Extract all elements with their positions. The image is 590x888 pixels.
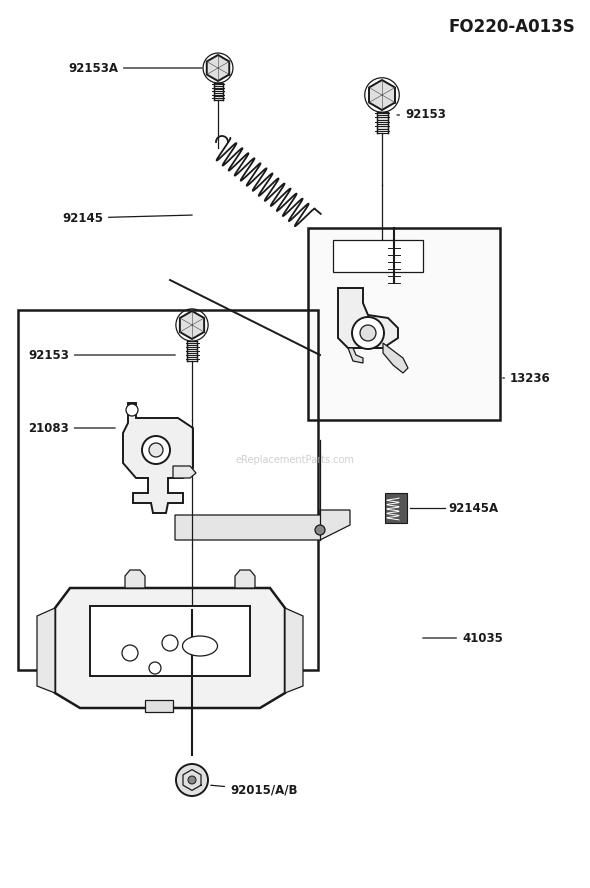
Text: 92015/A/B: 92015/A/B	[211, 783, 297, 797]
Bar	[187, 341, 197, 359]
Bar	[90, 606, 250, 676]
Bar	[214, 83, 222, 99]
Circle shape	[352, 317, 384, 349]
Polygon shape	[180, 311, 204, 339]
Polygon shape	[125, 570, 145, 588]
Polygon shape	[383, 343, 408, 373]
Bar	[145, 700, 173, 712]
Text: 21083: 21083	[28, 422, 115, 434]
Polygon shape	[123, 403, 193, 513]
Circle shape	[126, 404, 138, 416]
Text: 92145A: 92145A	[448, 502, 498, 514]
Polygon shape	[206, 55, 230, 81]
Bar	[376, 112, 388, 131]
Text: FO220-A013S: FO220-A013S	[448, 18, 575, 36]
Bar	[308, 228, 500, 420]
Circle shape	[188, 776, 196, 784]
Polygon shape	[285, 608, 303, 693]
Text: 92153: 92153	[28, 348, 175, 361]
Circle shape	[149, 662, 161, 674]
Bar	[385, 493, 407, 523]
Circle shape	[149, 443, 163, 457]
Text: 13236: 13236	[503, 371, 550, 385]
Polygon shape	[338, 288, 398, 348]
Ellipse shape	[182, 636, 218, 656]
Circle shape	[315, 525, 325, 535]
Text: 92145: 92145	[62, 211, 192, 225]
Circle shape	[122, 645, 138, 661]
Polygon shape	[235, 570, 255, 588]
Text: eReplacementParts.com: eReplacementParts.com	[235, 455, 355, 465]
Circle shape	[176, 764, 208, 796]
Text: 92153: 92153	[397, 108, 446, 122]
Circle shape	[142, 436, 170, 464]
Circle shape	[162, 635, 178, 651]
Polygon shape	[173, 466, 196, 478]
Polygon shape	[348, 348, 363, 363]
Polygon shape	[55, 588, 285, 708]
Text: 41035: 41035	[423, 631, 503, 645]
Polygon shape	[175, 510, 350, 540]
Polygon shape	[37, 608, 55, 693]
Bar	[333, 240, 423, 272]
Bar	[18, 310, 318, 670]
Text: 92153A: 92153A	[68, 61, 202, 75]
Polygon shape	[369, 80, 395, 110]
Circle shape	[360, 325, 376, 341]
